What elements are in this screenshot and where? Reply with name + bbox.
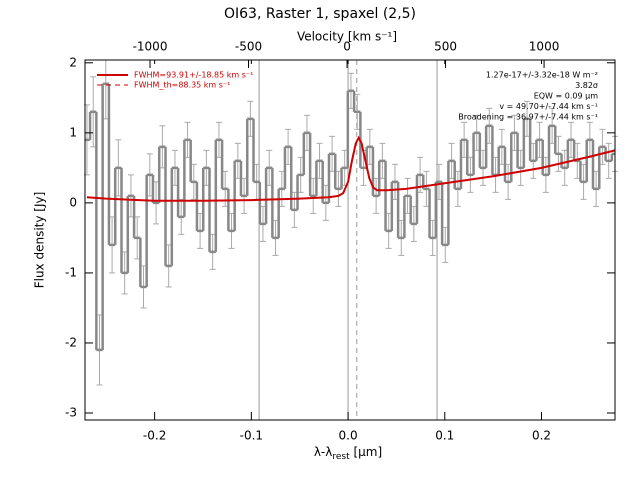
- legend-label: FWHM=93.91+/-18.85 km s⁻¹: [134, 71, 253, 80]
- x-label-main: λ-λ: [314, 445, 333, 459]
- x2-tick-label: 500: [434, 40, 457, 54]
- x2-tick-label: -500: [235, 40, 262, 54]
- annotation: EQW = 0.09 μm: [534, 92, 598, 101]
- y-tick-label: -3: [65, 405, 77, 419]
- x2-tick-label: 1000: [529, 40, 560, 54]
- x-tick-label: 0.1: [435, 429, 454, 443]
- annotation: Broadening = 36.97+/-7.44 km s⁻¹: [458, 113, 598, 122]
- annotation: 1.27e-17+/-3.32e-18 W m⁻²: [486, 71, 598, 80]
- x2-tick-label: -1000: [133, 40, 168, 54]
- fit-line: [86, 135, 616, 202]
- y-tick-label: 2: [69, 55, 77, 69]
- x-tick-label: -0.2: [143, 429, 166, 443]
- plot-frame: [84, 59, 616, 421]
- y-tick-label: -1: [65, 265, 77, 279]
- chart-title: OI63, Raster 1, spaxel (2,5): [224, 6, 416, 22]
- x2-axis-label: Velocity [km s⁻¹]: [297, 30, 397, 44]
- x-tick-label: 0.0: [339, 429, 358, 443]
- y-axis-label: Flux density [Jy]: [33, 192, 47, 289]
- annotation: 3.82σ: [575, 81, 598, 90]
- y-tick-label: -2: [65, 335, 77, 349]
- legend-label: FWHM_th=88.35 km s⁻¹: [134, 81, 230, 90]
- y-tick-label: 0: [69, 195, 77, 209]
- x-axis-label: λ-λrest [μm]: [314, 445, 382, 462]
- x-tick-label: 0.2: [532, 429, 551, 443]
- x-tick-label: -0.1: [240, 429, 263, 443]
- x-label-unit: [μm]: [350, 445, 383, 459]
- x2-tick-label: 0: [343, 40, 351, 54]
- annotation: v = 49.70+/-7.44 km s⁻¹: [499, 102, 598, 111]
- x-label-sub: rest: [332, 452, 350, 462]
- y-tick-label: 1: [69, 125, 77, 139]
